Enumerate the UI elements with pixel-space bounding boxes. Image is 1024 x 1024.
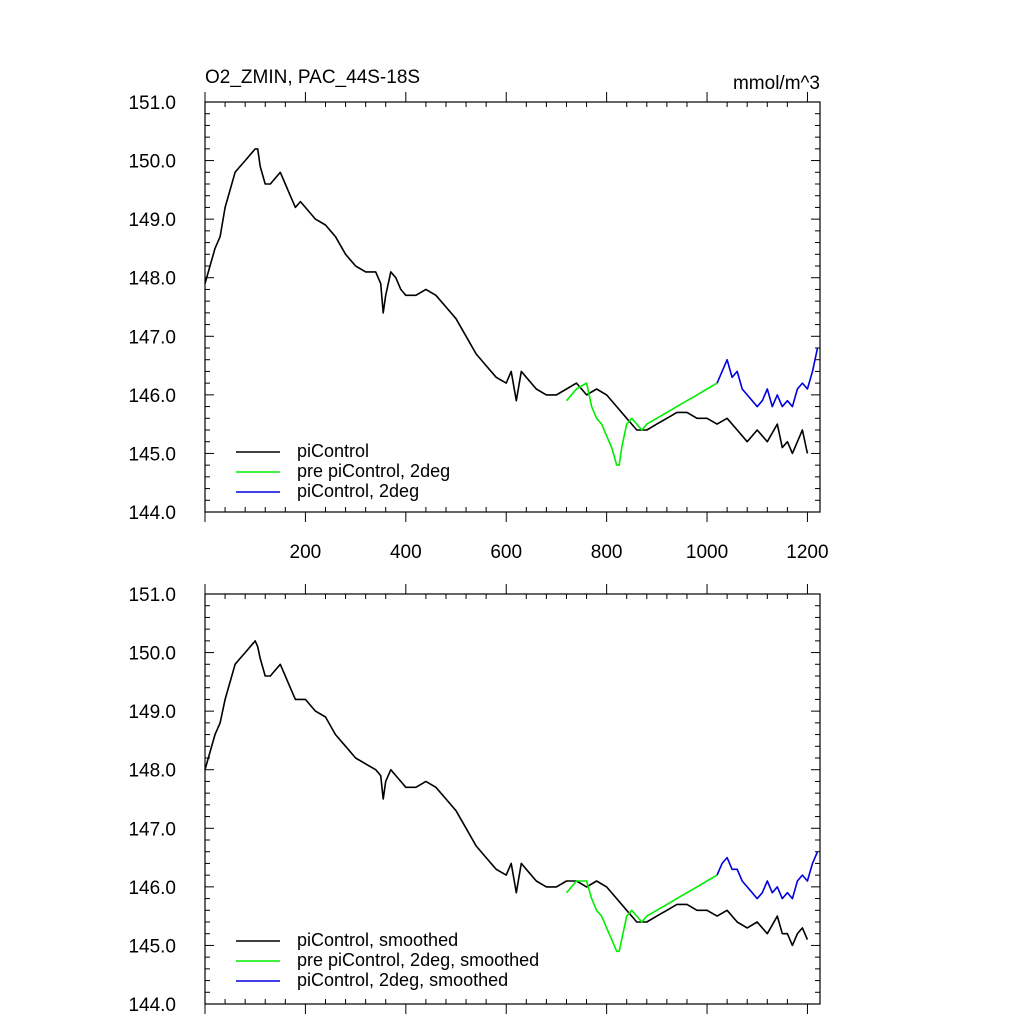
legend-label: piControl, 2deg	[297, 481, 419, 501]
legend-label: piControl, 2deg, smoothed	[297, 970, 508, 990]
x-tick-label: 400	[390, 542, 422, 563]
y-tick-label: 148.0	[128, 761, 176, 782]
y-tick-label: 145.0	[128, 936, 176, 957]
y-tick-label: 144.0	[128, 503, 176, 524]
x-tick-label: 1000	[686, 542, 728, 563]
x-tick-label: 200	[290, 542, 322, 563]
legend-label: pre piControl, 2deg, smoothed	[297, 950, 539, 970]
plot-frame	[204, 101, 821, 513]
series-line-piControl_2deg	[716, 851, 819, 900]
y-tick-label: 150.0	[128, 644, 176, 665]
series-line-piControl	[204, 640, 809, 947]
bottom-panel: 144.0 145.0 146.0 147.0 148.0 149.0 150.0 151.0…	[128, 584, 821, 1016]
x-tick-label: 1200	[786, 542, 828, 563]
legend-label: pre piControl, 2deg	[297, 461, 450, 481]
y-tick-label: 149.0	[128, 702, 176, 723]
y-tick-label: 147.0	[128, 327, 176, 348]
y-tick-label: 151.0	[128, 93, 176, 114]
y-tick-label: 151.0	[128, 585, 176, 606]
y-tick-label: 144.0	[128, 995, 176, 1016]
units-label: mmol/m^3	[733, 73, 820, 94]
y-tick-label: 148.0	[128, 269, 176, 290]
y-tick-label: 146.0	[128, 386, 176, 407]
y-tick-label: 147.0	[128, 819, 176, 840]
y-tick-label: 149.0	[128, 210, 176, 231]
series-line-piControl	[204, 148, 809, 455]
legend-label: piControl, smoothed	[297, 930, 458, 950]
x-tick-label: 600	[490, 542, 522, 563]
chart-title: O2_ZMIN, PAC_44S-18S	[205, 67, 420, 88]
series-line-piControl_2deg	[716, 347, 819, 408]
y-tick-label: 150.0	[128, 152, 176, 173]
legend-label: piControl	[297, 441, 369, 461]
y-tick-label: 146.0	[128, 878, 176, 899]
plot-frame	[204, 593, 821, 1005]
top-panel: 144.0 145.0 146.0 147.0 148.0 149.0 150.0 151.0…	[128, 67, 828, 563]
y-tick-label: 145.0	[128, 444, 176, 465]
series-line-pre_piControl_2deg	[565, 874, 718, 953]
series-line-pre_piControl_2deg	[565, 382, 718, 466]
x-tick-label: 800	[591, 542, 623, 563]
